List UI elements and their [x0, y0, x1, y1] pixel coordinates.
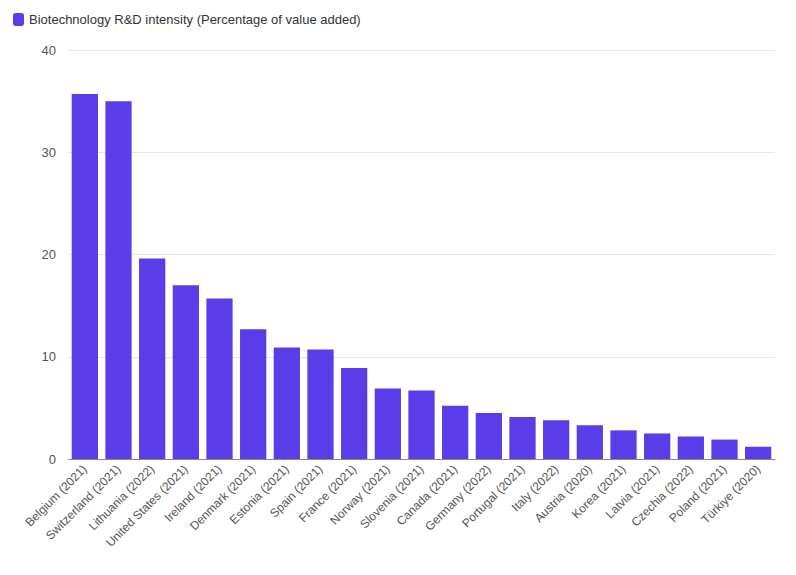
svg-text:30: 30: [42, 145, 56, 160]
svg-text:Germany (2022): Germany (2022): [422, 462, 494, 534]
svg-text:Portugal (2021): Portugal (2021): [459, 462, 528, 531]
svg-text:Slovenia (2021): Slovenia (2021): [357, 462, 427, 532]
svg-text:Poland (2021): Poland (2021): [666, 462, 729, 525]
svg-text:40: 40: [42, 43, 56, 58]
svg-text:10: 10: [42, 349, 56, 364]
svg-text:Denmark (2021): Denmark (2021): [187, 462, 259, 534]
svg-text:Norway (2021): Norway (2021): [327, 462, 393, 528]
svg-text:Ireland (2021): Ireland (2021): [162, 462, 225, 525]
svg-text:Biotechnology R&D intensity (P: Biotechnology R&D intensity (Percentage …: [29, 12, 361, 27]
svg-text:Latvia (2021): Latvia (2021): [602, 462, 663, 522]
svg-text:France (2021): France (2021): [296, 462, 359, 525]
svg-text:0: 0: [49, 452, 56, 467]
svg-text:Korea (2021): Korea (2021): [569, 462, 629, 522]
svg-text:Italy (2022): Italy (2022): [508, 462, 562, 515]
svg-text:Spain (2021): Spain (2021): [267, 462, 326, 521]
svg-text:Czechia (2022): Czechia (2022): [628, 462, 696, 530]
svg-text:Austria (2020): Austria (2020): [532, 462, 595, 525]
svg-text:Switzerland (2021): Switzerland (2021): [42, 462, 124, 543]
svg-text:Türkiye (2020): Türkiye (2020): [699, 462, 764, 527]
svg-text:20: 20: [42, 247, 56, 262]
svg-text:Canada (2021): Canada (2021): [393, 462, 461, 529]
svg-text:Lithuania (2022): Lithuania (2022): [86, 462, 158, 534]
svg-text:United States (2021): United States (2021): [103, 462, 191, 550]
svg-text:Belgium (2021): Belgium (2021): [22, 462, 90, 530]
svg-text:Estonia (2021): Estonia (2021): [226, 462, 292, 528]
